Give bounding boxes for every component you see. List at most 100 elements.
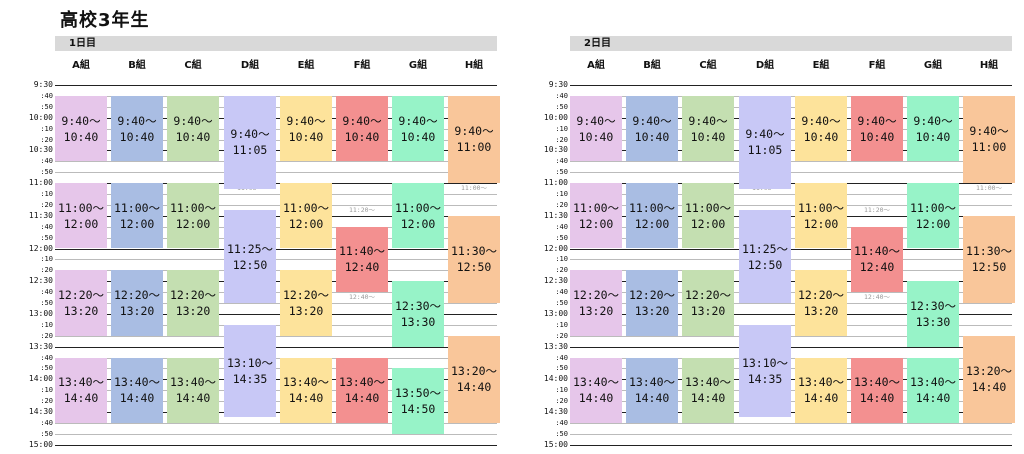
schedule-block[interactable]: 9:40〜 10:40 — [111, 95, 163, 162]
schedule-block[interactable]: 11:25〜 12:50 — [224, 210, 276, 303]
schedule-block[interactable]: 13:40〜 14:40 — [795, 357, 847, 423]
schedule-block[interactable]: 9:40〜 10:40 — [682, 95, 734, 162]
schedule-block[interactable]: 11:00〜 12:00 — [167, 183, 219, 249]
schedule-block[interactable]: 11:00〜 12:00 — [626, 183, 678, 249]
schedule-block[interactable]: 11:00〜 12:00 — [392, 183, 444, 249]
block-start-time: 13:40〜 — [113, 375, 161, 390]
time-label: :50 — [555, 429, 568, 438]
block-end-time: 10:40 — [690, 129, 726, 144]
schedule-block[interactable]: 9:40〜 10:40 — [392, 95, 444, 162]
schedule-block[interactable]: 11:00〜 12:00 — [682, 183, 734, 249]
schedule-block[interactable]: 13:20〜 14:40 — [963, 335, 1015, 423]
block-start-time: 12:20〜 — [628, 287, 676, 302]
schedule-block[interactable]: 12:20〜 13:20 — [682, 270, 734, 336]
block-start-time: 12:20〜 — [113, 287, 161, 302]
day-1-header: 1日目 — [55, 36, 497, 51]
schedule-block[interactable]: 9:40〜 10:40 — [167, 95, 219, 162]
schedule-block[interactable]: 9:40〜 11:00 — [963, 95, 1015, 184]
hour-gridline — [570, 85, 1012, 86]
faint-time-label: 11:00〜 — [460, 184, 488, 193]
time-label: :50 — [555, 168, 568, 177]
schedule-block[interactable]: 9:40〜 11:05 — [224, 95, 276, 189]
time-label: :10 — [555, 255, 568, 264]
block-start-time: 13:40〜 — [57, 375, 105, 390]
block-start-time: 13:40〜 — [338, 375, 386, 390]
hour-gridline — [55, 346, 497, 348]
class-label: G組 — [408, 60, 428, 71]
schedule-block[interactable]: 11:00〜 12:00 — [570, 183, 622, 249]
schedule-block[interactable]: 13:40〜 14:40 — [570, 357, 622, 423]
block-start-time: 11:00〜 — [57, 200, 105, 215]
schedule-block[interactable]: 11:40〜 12:40 — [336, 226, 388, 293]
schedule-block[interactable]: 12:20〜 13:20 — [167, 270, 219, 336]
schedule-block[interactable]: 11:00〜 12:00 — [55, 183, 107, 249]
faint-time-label: 11:00〜 — [975, 184, 1003, 193]
block-end-time: 10:40 — [634, 129, 670, 144]
schedule-block[interactable]: 9:40〜 10:40 — [336, 95, 388, 162]
schedule-block[interactable]: 13:40〜 14:40 — [280, 357, 332, 423]
schedule-block[interactable]: 9:40〜 10:40 — [626, 95, 678, 162]
schedule-block[interactable]: 9:40〜 11:00 — [448, 95, 500, 184]
block-end-time: 11:00 — [971, 140, 1007, 155]
schedule-block[interactable]: 9:40〜 10:40 — [570, 95, 622, 162]
schedule-block[interactable]: 13:50〜 14:50 — [392, 368, 444, 434]
minute-tick — [55, 335, 497, 337]
schedule-block[interactable]: 9:40〜 10:40 — [280, 95, 332, 162]
schedule-block[interactable]: 11:00〜 12:00 — [111, 183, 163, 249]
block-end-time: 12:50 — [747, 257, 783, 272]
time-label: 10:30 — [543, 145, 568, 155]
time-label: :50 — [555, 299, 568, 307]
hour-gridline — [55, 379, 497, 381]
schedule-block[interactable]: 13:10〜 14:35 — [739, 324, 791, 418]
schedule-block[interactable]: 9:40〜 11:05 — [739, 95, 791, 189]
class-label: B組 — [643, 60, 661, 71]
schedule-block[interactable]: 13:40〜 14:40 — [851, 357, 903, 423]
schedule-block[interactable]: 12:20〜 13:20 — [795, 270, 847, 336]
schedule-block[interactable]: 12:30〜 13:30 — [907, 281, 959, 347]
day-1-timetable: 1日目 A組 B組 C組 D組 E組 F組 G組 H組 9:30:40:50 10:00:10:2… — [29, 36, 500, 454]
block-start-time: 11:25〜 — [226, 241, 274, 256]
block-end-time: 12:50 — [456, 260, 492, 275]
block-end-time: 10:40 — [915, 129, 951, 144]
block-start-time: 9:40〜 — [801, 113, 841, 128]
schedule-block[interactable]: 13:40〜 14:40 — [682, 357, 734, 423]
schedule-block[interactable]: 12:20〜 13:20 — [280, 270, 332, 336]
block-end-time: 10:40 — [859, 129, 895, 144]
schedule-block[interactable]: 13:40〜 14:40 — [907, 357, 959, 423]
block-start-time: 9:40〜 — [230, 127, 270, 142]
schedule-block[interactable]: 12:20〜 13:20 — [626, 270, 678, 336]
schedule-block[interactable]: 9:40〜 10:40 — [851, 95, 903, 162]
schedule-block[interactable]: 13:40〜 14:40 — [626, 357, 678, 423]
schedule-block[interactable]: 11:30〜 12:50 — [448, 215, 500, 303]
schedule-block[interactable]: 9:40〜 10:40 — [55, 95, 107, 162]
schedule-block[interactable]: 11:00〜 12:00 — [280, 183, 332, 249]
schedule-block[interactable]: 12:20〜 13:20 — [570, 270, 622, 336]
schedule-block[interactable]: 13:20〜 14:40 — [448, 335, 500, 423]
schedule-block[interactable]: 9:40〜 10:40 — [907, 95, 959, 162]
minute-tick — [570, 433, 1012, 435]
time-label: :50 — [40, 299, 53, 307]
time-label: :20 — [555, 397, 568, 406]
schedule-block[interactable]: 12:20〜 13:20 — [111, 270, 163, 336]
schedule-block[interactable]: 11:00〜 12:00 — [907, 183, 959, 249]
block-start-time: 12:20〜 — [684, 287, 732, 302]
minute-tick — [570, 368, 1012, 370]
schedule-block[interactable]: 11:30〜 12:50 — [963, 215, 1015, 303]
block-end-time: 14:40 — [456, 380, 492, 395]
schedule-block[interactable]: 13:40〜 14:40 — [167, 357, 219, 423]
block-start-time: 12:20〜 — [797, 287, 845, 302]
schedule-block[interactable]: 12:30〜 13:30 — [392, 281, 444, 347]
minute-tick — [55, 194, 497, 195]
schedule-block[interactable]: 13:40〜 14:40 — [336, 357, 388, 423]
schedule-block[interactable]: 13:40〜 14:40 — [111, 357, 163, 423]
schedule-block[interactable]: 11:40〜 12:40 — [851, 226, 903, 293]
block-end-time: 10:40 — [578, 129, 614, 144]
schedule-block[interactable]: 9:40〜 10:40 — [795, 95, 847, 162]
schedule-block[interactable]: 13:40〜 14:40 — [55, 357, 107, 423]
schedule-block[interactable]: 12:20〜 13:20 — [55, 270, 107, 336]
schedule-block[interactable]: 11:25〜 12:50 — [739, 210, 791, 303]
schedule-block[interactable]: 13:10〜 14:35 — [224, 324, 276, 418]
block-start-time: 13:40〜 — [853, 375, 901, 390]
hour-gridline — [570, 313, 1012, 315]
schedule-block[interactable]: 11:00〜 12:00 — [795, 183, 847, 249]
